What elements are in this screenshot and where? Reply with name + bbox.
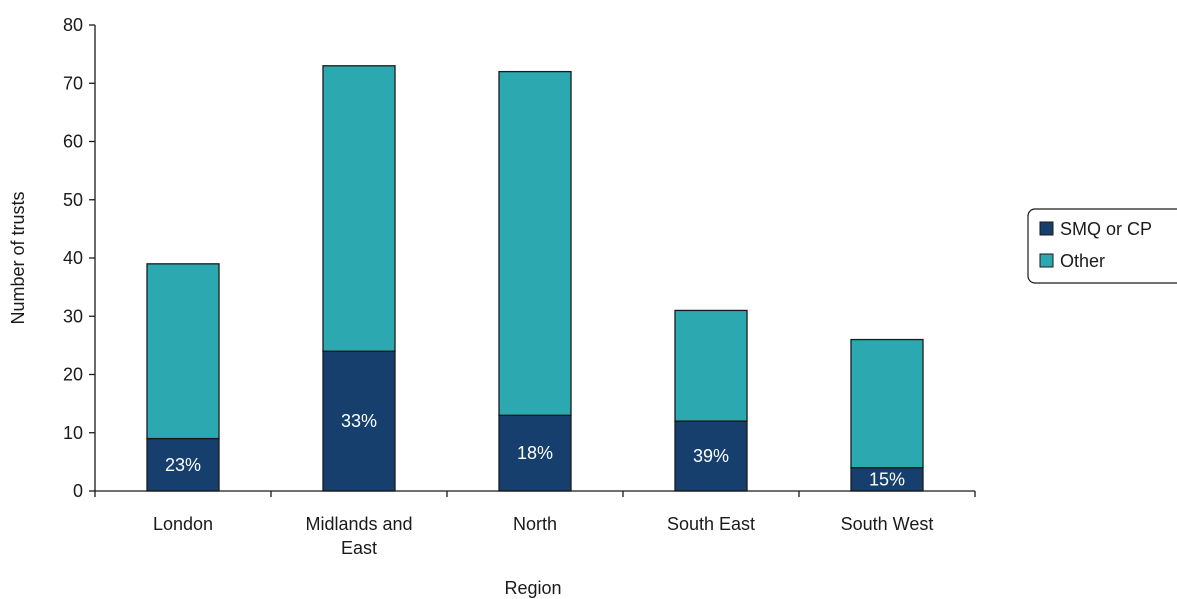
y-tick-label-70: 70 [63, 73, 83, 93]
x-axis-title: Region [504, 578, 561, 598]
y-tick-label-50: 50 [63, 190, 83, 210]
y-tick-label-30: 30 [63, 306, 83, 326]
legend-box [1027, 208, 1177, 284]
data-label-3: 39% [693, 446, 729, 466]
x-tick-label-1: Midlands and East [305, 514, 412, 558]
y-tick-label-20: 20 [63, 365, 83, 385]
data-label-2: 18% [517, 443, 553, 463]
y-tick-label-80: 80 [63, 15, 83, 35]
x-tick-label-0: London [153, 514, 213, 534]
bar-other-4 [850, 338, 924, 469]
data-labels-group: 23% 33% 18% 39% 15% [165, 411, 905, 489]
bar-other-2 [498, 70, 572, 416]
legend-label-smq: SMQ or CP [1060, 219, 1152, 239]
legend-swatch-smq [1039, 221, 1054, 236]
bar-smq-1 [322, 350, 396, 492]
bars-group [146, 65, 924, 492]
axes-group: 0 10 20 30 40 50 60 70 80 London Midlands and East N… [63, 15, 976, 558]
legend-label-other: Other [1060, 251, 1105, 271]
y-tick-label-40: 40 [63, 248, 83, 268]
data-label-0: 23% [165, 455, 201, 475]
legend: SMQ or CP Other [1027, 208, 1177, 284]
y-tick-label-10: 10 [63, 423, 83, 443]
x-tick-label-2: North [513, 514, 557, 534]
bar-smq-3 [674, 420, 748, 492]
x-tick-label-3: South East [667, 514, 755, 534]
legend-swatch-other [1039, 253, 1054, 268]
bar-other-0 [146, 263, 220, 440]
y-tick-label-60: 60 [63, 132, 83, 152]
bar-other-1 [322, 65, 396, 352]
bar-smq-0 [146, 437, 220, 492]
data-label-1: 33% [341, 411, 377, 431]
data-label-4: 15% [869, 469, 905, 489]
y-tick-label-0: 0 [73, 481, 83, 501]
x-tick-label-4: South West [841, 514, 934, 534]
bar-other-3 [674, 309, 748, 422]
y-axis-title: Number of trusts [8, 191, 28, 324]
